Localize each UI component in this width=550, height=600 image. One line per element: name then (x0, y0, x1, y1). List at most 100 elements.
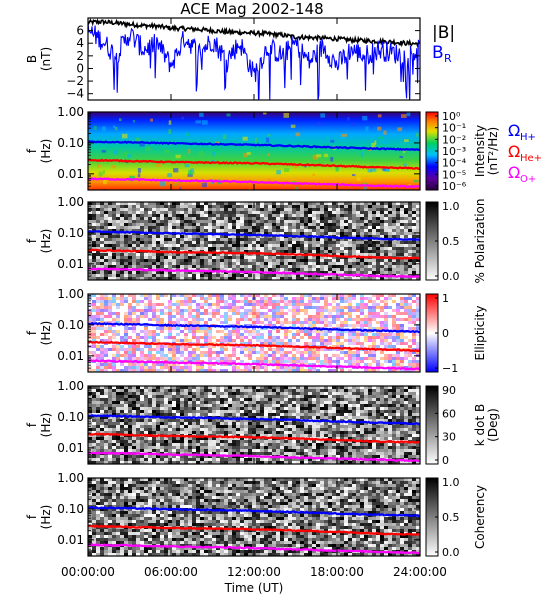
spectrogram-cell (244, 247, 248, 250)
spectrogram-cell (240, 333, 244, 336)
spectrogram-cell (416, 265, 420, 268)
spectrogram-cell (100, 357, 104, 360)
spectrogram-cell (312, 262, 316, 265)
spectrogram-cell (168, 244, 172, 247)
spectrogram-cell (184, 327, 188, 330)
spectrogram-cell (294, 164, 299, 169)
spectrogram-cell (96, 386, 100, 389)
spectrogram-cell (232, 398, 236, 401)
spectrogram-cell (308, 262, 312, 265)
spectrogram-cell (100, 366, 104, 369)
spectrogram-cell (208, 268, 212, 271)
spectrogram-cell (344, 300, 348, 303)
spectrogram-cell (128, 386, 132, 389)
spectrogram-cell (400, 407, 404, 410)
spectrogram-cell (320, 416, 324, 419)
spectrogram-cell (364, 268, 368, 271)
spectrogram-cell (152, 389, 156, 392)
spectrogram-cell (372, 339, 376, 342)
spectrogram-cell (332, 220, 336, 223)
spectrogram-cell (392, 386, 396, 389)
spectrogram-cell (208, 262, 212, 265)
spectrogram-cell (164, 345, 168, 348)
spectrogram-cell (232, 226, 236, 229)
spectrogram-cell (252, 223, 256, 226)
spectrogram-cell (364, 330, 368, 333)
spectrogram-cell (368, 392, 372, 395)
spectrogram-cell (336, 413, 340, 416)
spectrogram-cell (120, 274, 124, 277)
spectrogram-cell (96, 256, 100, 259)
spectrogram-cell (288, 398, 292, 401)
spectrogram-cell (304, 294, 308, 297)
spectrogram-cell (204, 404, 208, 407)
spectrogram-cell (348, 357, 352, 360)
spectrogram-cell (280, 351, 284, 354)
spectrogram-cell (296, 297, 300, 300)
spectrogram-cell (144, 392, 148, 395)
spectrogram-cell (220, 386, 224, 389)
spectrogram-cell (208, 226, 212, 229)
spectrogram-cell (240, 265, 244, 268)
spectrogram-cell (128, 208, 132, 211)
spectrogram-cell (352, 253, 356, 256)
spectrogram-cell (132, 265, 136, 268)
spectrogram-cell (388, 369, 392, 372)
spectrogram-cell (328, 416, 332, 419)
spectrogram-cell (332, 226, 336, 229)
spectrogram-cell (232, 214, 236, 217)
spectrogram-cell (244, 235, 248, 238)
spectrogram-cell (224, 238, 228, 241)
spectrogram-cell (396, 235, 400, 238)
spectrogram-cell (200, 407, 204, 410)
spectrogram-cell (240, 318, 244, 321)
spectrogram-cell (408, 312, 412, 315)
spectrogram-cell (400, 360, 404, 363)
spectrogram-cell (88, 247, 92, 250)
spectrogram-cell (364, 271, 368, 274)
spectrogram-cell (360, 333, 364, 336)
spectrogram-cell (164, 271, 168, 274)
spectrogram-cell (228, 232, 232, 235)
spectrogram-cell (416, 202, 420, 205)
spectrogram-cell (256, 223, 260, 226)
spectrogram-cell (124, 348, 128, 351)
spectrogram-cell (256, 211, 260, 214)
spectrogram-cell (220, 259, 224, 262)
spectrogram-cell (316, 339, 320, 342)
spectrogram-cell (272, 220, 276, 223)
spectrogram-cell (320, 339, 324, 342)
spectrogram-cell (360, 312, 364, 315)
spectrogram-cell (144, 211, 148, 214)
spectrogram-cell (308, 229, 312, 232)
spectrogram-cell (184, 395, 188, 398)
spectrogram-cell (188, 217, 192, 220)
spectrogram-cell (412, 398, 416, 401)
spectrogram-cell (188, 369, 192, 372)
spectrogram-cell (368, 238, 372, 241)
spectrogram-cell (164, 259, 168, 262)
y-axis-label: f (25, 238, 39, 243)
spectrogram-cell (222, 134, 227, 140)
spectrogram-cell (236, 318, 240, 321)
spectrogram-cell (364, 217, 368, 220)
spectrogram-cell (204, 413, 208, 416)
spectrogram-cell (360, 389, 364, 392)
spectrogram-cell (276, 401, 280, 404)
spectrogram-cell (408, 389, 412, 392)
spectrogram-cell (140, 208, 144, 211)
spectrogram-cell (92, 205, 96, 208)
spectrogram-cell (308, 395, 312, 398)
spectrogram-cell (124, 404, 128, 407)
spectrogram-cell (380, 244, 384, 247)
spectrogram-cell (220, 407, 224, 410)
spectrogram-cell (92, 277, 96, 280)
colorbar-tick-label: 0.5 (442, 235, 460, 248)
spectrogram-cell (104, 244, 108, 247)
spectrogram-cell (316, 321, 320, 324)
spectrogram-cell (360, 309, 364, 312)
spectrogram-cell (296, 256, 300, 259)
spectrogram-cell (232, 268, 236, 271)
spectrogram-cell (372, 253, 376, 256)
spectrogram-cell (328, 253, 332, 256)
